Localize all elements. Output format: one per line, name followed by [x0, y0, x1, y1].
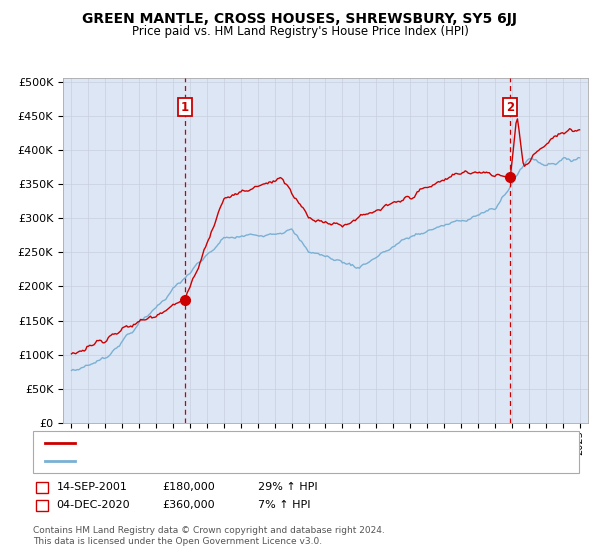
Text: £180,000: £180,000: [162, 482, 215, 492]
Text: 29% ↑ HPI: 29% ↑ HPI: [258, 482, 317, 492]
Text: HPI: Average price, detached house, Shropshire: HPI: Average price, detached house, Shro…: [79, 456, 328, 466]
Text: Contains HM Land Registry data © Crown copyright and database right 2024.
This d: Contains HM Land Registry data © Crown c…: [33, 526, 385, 546]
Text: 7% ↑ HPI: 7% ↑ HPI: [258, 500, 311, 510]
Text: 1: 1: [38, 482, 46, 492]
Text: £360,000: £360,000: [162, 500, 215, 510]
Text: GREEN MANTLE, CROSS HOUSES, SHREWSBURY, SY5 6JJ (detached house): GREEN MANTLE, CROSS HOUSES, SHREWSBURY, …: [79, 438, 466, 448]
Text: 1: 1: [181, 101, 189, 114]
Text: Price paid vs. HM Land Registry's House Price Index (HPI): Price paid vs. HM Land Registry's House …: [131, 25, 469, 38]
Text: 14-SEP-2001: 14-SEP-2001: [56, 482, 127, 492]
Text: 04-DEC-2020: 04-DEC-2020: [56, 500, 130, 510]
Text: 2: 2: [38, 500, 46, 510]
Text: GREEN MANTLE, CROSS HOUSES, SHREWSBURY, SY5 6JJ: GREEN MANTLE, CROSS HOUSES, SHREWSBURY, …: [83, 12, 517, 26]
Text: 2: 2: [506, 101, 514, 114]
